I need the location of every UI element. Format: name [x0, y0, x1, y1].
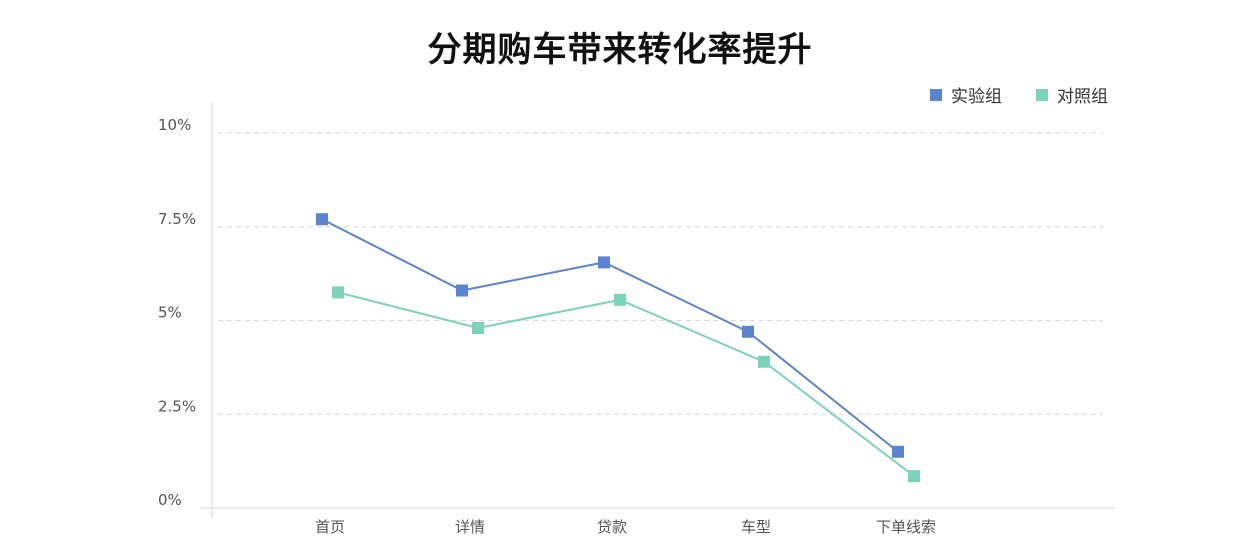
series-0: [316, 213, 904, 458]
data-point[interactable]: [892, 445, 904, 458]
data-point[interactable]: [598, 256, 610, 269]
data-point[interactable]: [908, 470, 920, 483]
x-tick-label: 首页: [315, 518, 345, 536]
x-tick-label: 车型: [741, 518, 771, 536]
x-tick-label: 详情: [455, 518, 485, 536]
legend-item-series-1[interactable]: 对照组: [1036, 82, 1108, 107]
y-tick-labels: 0% 2.5% 5% 7.5% 10%: [158, 116, 196, 509]
data-point[interactable]: [316, 213, 328, 226]
series-line: [321, 218, 899, 453]
data-point[interactable]: [758, 355, 770, 368]
legend-item-series-0[interactable]: 实验组: [930, 82, 1002, 107]
data-point[interactable]: [456, 284, 468, 297]
legend-label-series-0: 实验组: [951, 87, 1002, 107]
data-point[interactable]: [332, 286, 344, 299]
legend-swatch-series-0: [930, 88, 942, 101]
legend-swatch-series-1: [1036, 88, 1048, 101]
data-point[interactable]: [742, 325, 754, 338]
series-1: [332, 286, 920, 483]
y-tick-label: 2.5%: [158, 397, 196, 415]
x-tick-label: 贷款: [597, 518, 627, 536]
legend: 实验组 对照组: [930, 82, 1108, 107]
series-line: [337, 291, 915, 477]
axes: [200, 103, 1115, 518]
y-tick-label: 0%: [158, 491, 182, 509]
data-point[interactable]: [614, 293, 626, 306]
x-tick-labels: 首页 详情 贷款 车型 下单线索: [315, 518, 936, 536]
data-point[interactable]: [472, 322, 484, 334]
y-tick-label: 5%: [158, 304, 182, 322]
grid-lines: [218, 132, 1103, 415]
x-tick-label: 下单线索: [876, 518, 936, 536]
y-tick-label: 7.5%: [158, 210, 196, 228]
legend-label-series-1: 对照组: [1057, 87, 1108, 107]
y-tick-label: 10%: [158, 116, 191, 134]
series: [316, 213, 920, 483]
chart-title: 分期购车带来转化率提升: [427, 30, 813, 70]
